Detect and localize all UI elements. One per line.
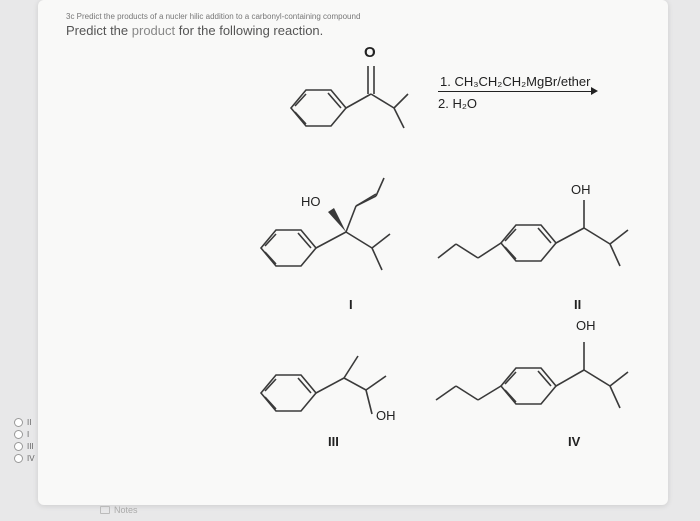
roman-I: I bbox=[349, 297, 353, 312]
reagents: 1. CH₃CH₂CH₂MgBr/ether 2. H₂O bbox=[438, 74, 592, 111]
answer-options: II I III IV bbox=[14, 418, 35, 463]
radio-icon[interactable] bbox=[14, 442, 23, 451]
question-card: 3c Predict the products of a nucler hili… bbox=[38, 0, 668, 505]
notes-icon bbox=[100, 506, 110, 514]
structure-I bbox=[246, 176, 416, 296]
prompt-pre: Predict the bbox=[66, 23, 132, 38]
option-row[interactable]: III bbox=[14, 442, 35, 451]
carbonyl-o-label: O bbox=[364, 44, 376, 61]
option-label: III bbox=[27, 442, 34, 451]
reagent-1: 1. CH₃CH₂CH₂MgBr/ether bbox=[438, 74, 592, 92]
option-label: II bbox=[27, 418, 31, 427]
starting-material bbox=[276, 46, 416, 156]
reagent-2: 2. H₂O bbox=[438, 96, 592, 111]
option-row[interactable]: I bbox=[14, 430, 35, 439]
notes-label: Notes bbox=[114, 505, 138, 515]
arrow-head-icon bbox=[591, 87, 598, 95]
prompt-highlight: product bbox=[132, 23, 175, 38]
prompt-post: for the following reaction. bbox=[175, 23, 323, 38]
breadcrumb: 3c Predict the products of a nucler hili… bbox=[66, 12, 640, 21]
prompt: Predict the product for the following re… bbox=[66, 23, 640, 38]
option-row[interactable]: IV bbox=[14, 454, 35, 463]
content-area: O 1. CH₃CH₂CH₂MgBr/ether 2. H₂O HO bbox=[66, 46, 640, 466]
structure-IV bbox=[426, 324, 636, 439]
roman-III: III bbox=[328, 434, 339, 449]
roman-II: II bbox=[574, 297, 581, 312]
radio-icon[interactable] bbox=[14, 430, 23, 439]
structure-III bbox=[246, 326, 426, 441]
structure-II bbox=[436, 186, 636, 306]
option-row[interactable]: II bbox=[14, 418, 35, 427]
oh-label-III: OH bbox=[376, 408, 396, 423]
radio-icon[interactable] bbox=[14, 454, 23, 463]
notes-button[interactable]: Notes bbox=[100, 505, 138, 515]
option-label: IV bbox=[27, 454, 35, 463]
option-label: I bbox=[27, 430, 29, 439]
radio-icon[interactable] bbox=[14, 418, 23, 427]
roman-IV: IV bbox=[568, 434, 580, 449]
